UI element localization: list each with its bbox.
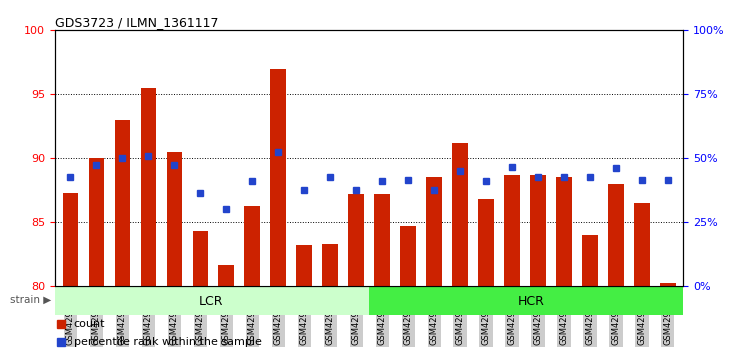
Bar: [582, 235, 598, 286]
Bar: [452, 143, 468, 286]
Bar: [426, 177, 442, 286]
Bar: [349, 194, 364, 286]
Bar: [322, 244, 338, 286]
Bar: [88, 158, 105, 286]
Bar: [140, 88, 156, 286]
Text: count: count: [74, 319, 105, 330]
Bar: [530, 175, 546, 286]
Bar: [219, 264, 234, 286]
Bar: [660, 282, 675, 286]
Text: LCR: LCR: [198, 295, 223, 308]
Text: percentile rank within the sample: percentile rank within the sample: [74, 337, 262, 347]
Bar: [374, 194, 390, 286]
Bar: [401, 226, 416, 286]
Bar: [608, 184, 624, 286]
Bar: [270, 69, 286, 286]
Bar: [556, 177, 572, 286]
Bar: [634, 203, 650, 286]
Bar: [369, 287, 694, 315]
Bar: [296, 245, 312, 286]
Bar: [115, 120, 130, 286]
Bar: [244, 206, 260, 286]
Text: strain ▶: strain ▶: [10, 295, 51, 305]
Bar: [167, 152, 182, 286]
Bar: [63, 193, 78, 286]
Text: GDS3723 / ILMN_1361117: GDS3723 / ILMN_1361117: [55, 16, 219, 29]
Text: HCR: HCR: [518, 295, 545, 308]
Bar: [478, 199, 494, 286]
Bar: [192, 231, 208, 286]
Bar: [55, 287, 369, 315]
Bar: [504, 175, 520, 286]
